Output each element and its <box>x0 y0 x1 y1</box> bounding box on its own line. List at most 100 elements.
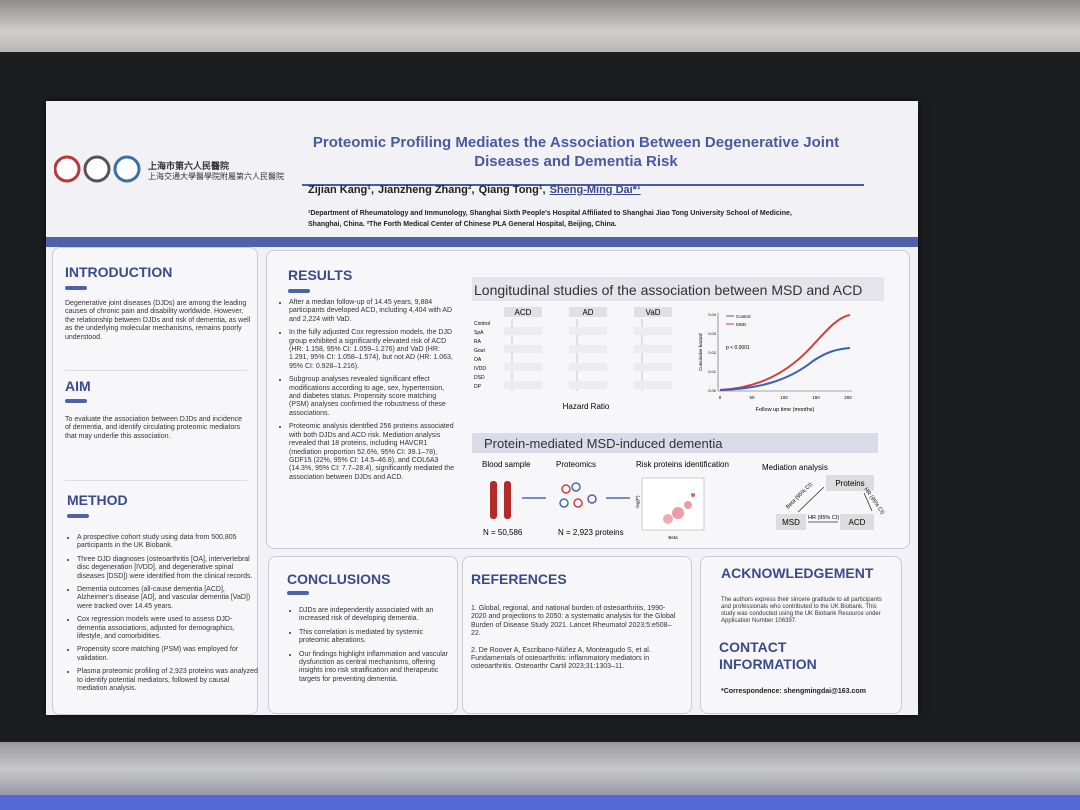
row-label: RA <box>474 339 482 345</box>
node-label: MSD <box>782 518 800 527</box>
row-label: DP <box>474 384 482 390</box>
x-tick-label: 100 <box>780 395 788 400</box>
figure-title: Longitudinal studies of the association … <box>474 282 862 298</box>
axis-label: Follow up time (months) <box>756 407 815 413</box>
reference: 2. De Roover A, Escribano-Núñez A, Monte… <box>471 646 651 671</box>
figure-title-band <box>472 277 884 301</box>
panel-header <box>569 307 607 317</box>
edge-label: HR (95% CI) <box>808 515 839 521</box>
y-tick-label: 0.04 <box>708 312 717 317</box>
affiliation: Shanghai, China. ²The Forth Medical Cent… <box>308 221 617 228</box>
bullet: Cox regression models were used to asses… <box>77 616 261 641</box>
figures: Longitudinal studies of the association … <box>472 277 885 540</box>
row-shade <box>569 381 607 389</box>
n-label: N = 2,923 proteins <box>558 528 624 537</box>
step-label: Mediation analysis <box>762 463 828 472</box>
divider <box>65 370 247 371</box>
bullet-list: DJDs are independently associated with a… <box>289 607 449 689</box>
bullet: Dementia outcomes (all-cause dementia [A… <box>77 586 261 611</box>
affiliation: ¹Department of Rheumatology and Immunolo… <box>308 210 792 217</box>
row-label: Gout <box>474 348 485 354</box>
p-value: p < 0.0001 <box>726 345 750 351</box>
bullet: In the fully adjusted Cox regression mod… <box>289 329 457 371</box>
n-label: N = 50,586 <box>483 528 523 537</box>
poster: 上海市第六人民醫院 上海交通大學醫學院附屬第六人民醫院 Proteomic Pr… <box>46 101 918 715</box>
step-label: Proteomics <box>556 460 596 469</box>
node-label: Proteins <box>835 479 864 488</box>
figure-title-band <box>472 433 878 453</box>
rule <box>302 184 864 186</box>
accent <box>287 591 309 595</box>
km-ticks: 0 50 100 150 200 0.00 0.01 0.02 0.03 0.04 <box>708 312 852 400</box>
text: To evaluate the association between DJDs… <box>65 416 243 440</box>
accent <box>67 514 89 518</box>
row-shade <box>569 345 607 353</box>
row-shade <box>504 327 542 335</box>
header-band <box>46 237 918 247</box>
node-label: ACD <box>849 518 866 527</box>
author: Sheng-Ming Dai*¹ <box>549 184 641 196</box>
conclusions-panel: CONCLUSIONS DJDs are independently assoc… <box>268 556 458 714</box>
author: Qiang Tong¹, <box>478 184 546 196</box>
row-label: DSD <box>474 375 485 381</box>
row-shade <box>634 327 672 335</box>
edge-label: HR (95% CI) <box>862 487 885 516</box>
heading-line: CONTACT <box>719 639 787 655</box>
logo-text: 上海交通大學醫學院附屬第六人民醫院 <box>148 172 284 181</box>
y-tick-label: 0.01 <box>708 369 717 374</box>
heading: METHOD <box>67 492 128 508</box>
bullet: This correlation is mediated by systemic… <box>299 629 449 646</box>
node <box>840 514 874 530</box>
heading: CONTACT INFORMATION <box>719 639 817 673</box>
accent <box>65 286 87 290</box>
references-panel: REFERENCES 1. Global, regional, and nati… <box>462 556 692 714</box>
figure-title: Protein-mediated MSD-induced dementia <box>484 436 723 451</box>
row-shade <box>634 381 672 389</box>
bullet: After a median follow-up of 14.45 years,… <box>289 299 457 324</box>
author: Zijian Kang¹, <box>308 184 374 196</box>
bullet: Our findings highlight inflammation and … <box>299 651 449 685</box>
frame-top <box>0 0 1080 52</box>
text: *Correspondence: shengmingdai@163.com <box>721 688 866 695</box>
author: Jianzheng Zhang², <box>378 184 475 196</box>
accent <box>65 399 87 403</box>
text: The authors express their sincere gratit… <box>721 597 882 624</box>
row-shade <box>634 363 672 371</box>
row-shade <box>504 381 542 389</box>
forest-plots: Control SpA RA Gout OA IVDD DSD DP ACD AD VaD Hazar… <box>474 307 672 411</box>
bullet: Three DJD diagnoses (osteoarthritis [OA]… <box>77 556 261 581</box>
affiliations: ¹Department of Rheumatology and Immunolo… <box>308 208 792 230</box>
row-label: IVDD <box>474 366 486 372</box>
heading: CONCLUSIONS <box>287 571 391 587</box>
title-line: Diseases and Dementia Risk <box>474 153 678 170</box>
axis-label: Beta <box>668 535 678 540</box>
reference: 1. Global, regional, and national burden… <box>471 605 676 638</box>
legend-label: Control <box>736 314 751 319</box>
divider <box>65 480 247 481</box>
logos <box>54 155 141 183</box>
x-tick-label: 200 <box>844 395 852 400</box>
authors: Zijian Kang¹, Jianzheng Zhang², Qiang Tong… <box>308 184 641 196</box>
y-tick-label: 0.02 <box>708 350 717 355</box>
row-shade <box>634 345 672 353</box>
title: Proteomic Profiling Mediates the Associa… <box>296 133 856 171</box>
bullet: Propensity score matching (PSM) was empl… <box>77 646 261 663</box>
bullet: Proteomic analysis identified 256 protei… <box>289 423 457 482</box>
text: Degenerative joint diseases (DJDs) are a… <box>65 300 251 341</box>
row-shade <box>504 345 542 353</box>
node <box>826 475 874 491</box>
accent <box>288 289 310 293</box>
panel-header <box>634 307 672 317</box>
frame-strip <box>0 795 1080 810</box>
axis-label: Cumulative hazard <box>698 333 703 371</box>
heading: RESULTS <box>288 267 353 283</box>
panel-label: VaD <box>646 308 661 317</box>
heading-line: INFORMATION <box>719 656 817 672</box>
row-shade <box>569 327 607 335</box>
row-shade <box>504 363 542 371</box>
km-chart: Control MSD p < 0.0001 Cumulative hazard… <box>698 312 852 413</box>
step-label: Blood sample <box>482 460 531 469</box>
y-tick-label: 0.03 <box>708 331 717 336</box>
node <box>776 514 806 530</box>
